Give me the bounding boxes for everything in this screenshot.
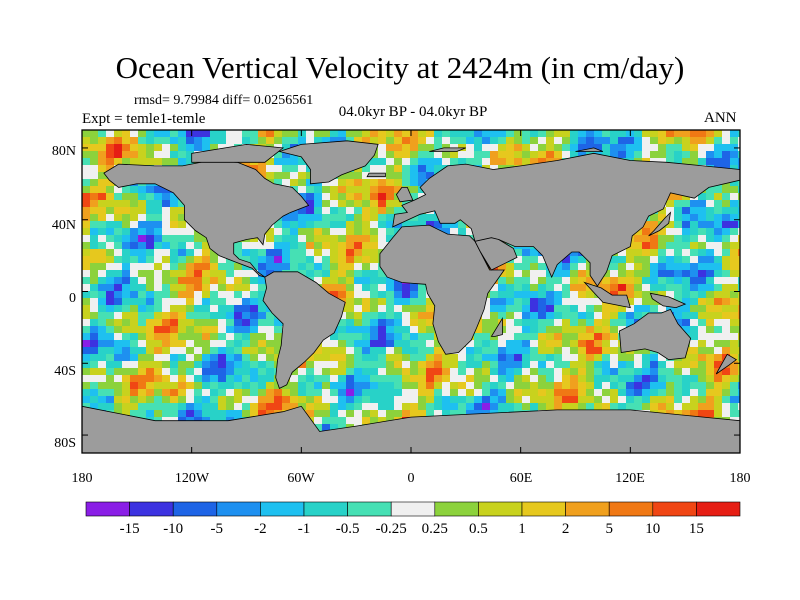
colorbar-label: 0.25 <box>422 521 448 537</box>
colorbar-swatch <box>478 501 523 517</box>
colorbar-swatch <box>434 501 479 517</box>
lat-label-80n: 80N <box>52 144 76 159</box>
colorbar-label: -15 <box>120 521 140 537</box>
colorbar-label: -10 <box>163 521 183 537</box>
colorbar-label: -0.5 <box>336 521 360 537</box>
colorbar-label: 1 <box>518 521 526 537</box>
colorbar-label: -5 <box>211 521 224 537</box>
colorbar-label: -2 <box>254 521 267 537</box>
land-polygon <box>490 316 503 337</box>
colorbar-label: 0.5 <box>469 521 488 537</box>
colorbar-labels: -15 -10 -5 -2 -1 -0.5 -0.25 0.25 0.5 1 2 5 10 15 <box>120 521 704 537</box>
colorbar-swatch <box>172 501 218 517</box>
land-polygon <box>366 172 386 178</box>
colorbar-swatch <box>390 501 436 517</box>
colorbar-swatch <box>216 501 261 517</box>
land-polygon <box>379 224 505 355</box>
lat-label-0: 0 <box>69 291 76 306</box>
land-polygon <box>277 140 379 185</box>
land-polygon <box>429 147 466 152</box>
land-polygon <box>715 353 738 375</box>
colorbar-label: 2 <box>562 521 570 537</box>
colorbar-label: -0.25 <box>376 521 407 537</box>
land-polygon <box>649 292 687 309</box>
lon-label-180e: 180 <box>730 471 751 486</box>
colorbar-swatch <box>85 501 130 517</box>
land-polygon <box>474 237 518 271</box>
colorbar-swatch <box>303 501 348 517</box>
land-polygon <box>262 271 346 389</box>
map-area <box>82 130 740 453</box>
land-polygon <box>648 211 672 237</box>
land-polygon <box>392 152 740 287</box>
land-polygon <box>103 160 310 278</box>
lat-label-80s: 80S <box>54 436 76 451</box>
lon-label-60w: 60W <box>287 471 315 486</box>
colorbar-swatch <box>129 501 174 517</box>
lon-label-180w: 180 <box>72 471 93 486</box>
season-label: ANN <box>704 110 737 126</box>
colorbar-swatch <box>347 501 392 517</box>
land-polygon <box>583 281 631 309</box>
period-label: 04.0kyr BP - 04.0kyr BP <box>338 104 488 120</box>
colorbar <box>85 501 741 517</box>
land-polygon <box>575 147 604 152</box>
colorbar-swatch <box>608 501 654 517</box>
colorbar-swatch <box>260 501 305 517</box>
colorbar-swatch <box>652 501 697 517</box>
colorbar-swatch <box>696 501 741 517</box>
lon-label-60e: 60E <box>510 471 533 486</box>
land-polygon <box>191 143 285 163</box>
land-polygon <box>618 308 692 361</box>
colorbar-swatch <box>521 501 566 517</box>
colorbar-label: -1 <box>298 521 311 537</box>
lon-label-0: 0 <box>408 471 415 486</box>
map-title: Ocean Vertical Velocity at 2424m (in cm/… <box>115 50 685 85</box>
lat-label-40n: 40N <box>52 218 76 233</box>
land-masses <box>82 140 740 453</box>
land-polygon <box>82 405 740 453</box>
lat-label-40s: 40S <box>54 364 76 379</box>
colorbar-swatch <box>565 501 610 517</box>
stats-label: rmsd= 9.79984 diff= 0.0256561 <box>134 93 314 108</box>
colorbar-label: 15 <box>689 521 704 537</box>
axis-ticks <box>81 130 741 453</box>
lon-label-120e: 120E <box>615 471 645 486</box>
colorbar-label: 10 <box>645 521 660 537</box>
land-polygon <box>395 187 414 203</box>
colorbar-label: 5 <box>605 521 613 537</box>
experiment-label: Expt = temle1-temle <box>82 111 206 127</box>
lon-label-120w: 120W <box>175 471 210 486</box>
